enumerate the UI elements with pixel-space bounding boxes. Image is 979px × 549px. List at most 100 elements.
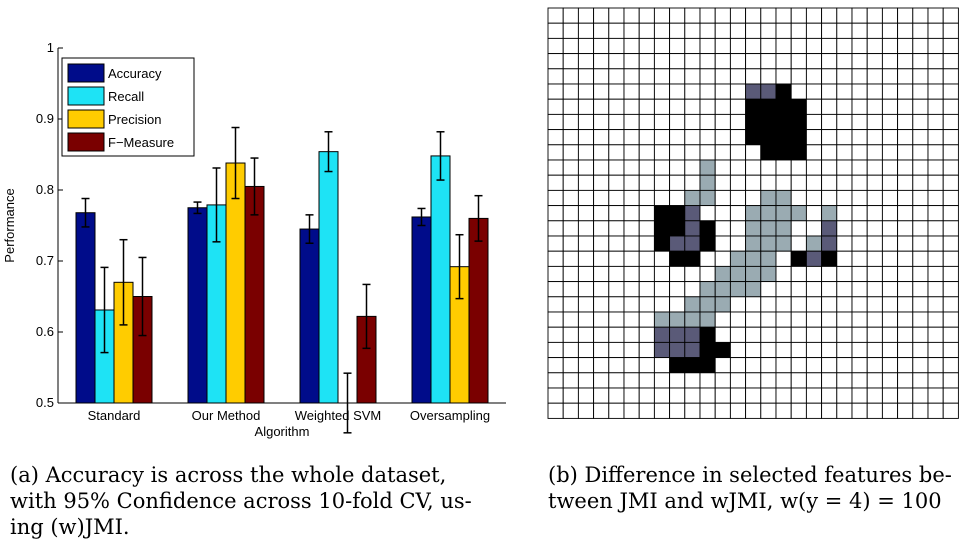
grid-cell (866, 387, 883, 404)
grid-cell (790, 326, 807, 343)
grid-cell (669, 129, 686, 146)
grid-cell (821, 113, 838, 131)
grid-cell (912, 326, 929, 343)
y-tick-label: 0.7 (36, 253, 54, 268)
grid-cell (669, 220, 686, 237)
grid-cell (562, 341, 579, 359)
grid-cell (942, 159, 959, 176)
grid-cell (942, 113, 959, 131)
grid-cell (881, 37, 899, 55)
grid-cell (821, 22, 838, 39)
grid-cell (669, 159, 686, 176)
grid-cell (836, 144, 853, 161)
grid-cell (942, 205, 959, 222)
grid-cell (593, 326, 610, 343)
grid-cell (729, 113, 747, 131)
grid-cell (577, 37, 595, 55)
grid-cell (760, 235, 777, 252)
grid-cell (547, 159, 564, 176)
grid-cell (927, 326, 944, 343)
grid-cell (912, 189, 929, 207)
grid-cell (593, 22, 610, 39)
grid-cell (608, 37, 625, 55)
grid-cell (881, 22, 899, 39)
grid-cell (669, 37, 686, 55)
grid-cell (729, 341, 747, 359)
legend-swatch (67, 132, 105, 152)
grid-cell (897, 387, 914, 404)
grid-cell (729, 7, 747, 24)
grid-cell (714, 68, 731, 85)
grid-cell (714, 22, 731, 39)
grid-cell (562, 98, 579, 115)
grid-cell (684, 357, 701, 374)
grid-cell (699, 68, 716, 85)
grid-cell (623, 189, 640, 207)
grid-cell (775, 265, 792, 283)
grid-cell (790, 311, 807, 328)
grid-cell (745, 159, 762, 176)
grid-cell (805, 144, 823, 161)
grid-cell (790, 98, 807, 115)
grid-cell (760, 159, 777, 176)
grid-cell (927, 22, 944, 39)
grid-cell (623, 159, 640, 176)
grid-cell (729, 326, 747, 343)
grid-cell (669, 83, 686, 100)
grid-cell (562, 53, 579, 70)
grid-cell (699, 387, 716, 404)
grid-cell (805, 250, 823, 267)
grid-cell (836, 174, 853, 191)
grid-cell (775, 220, 792, 237)
grid-cell (745, 235, 762, 252)
grid-cell (577, 372, 595, 389)
grid-cell (608, 372, 625, 389)
grid-cell (851, 296, 868, 313)
grid-cell (608, 53, 625, 70)
grid-cell (593, 68, 610, 85)
grid-cell (729, 372, 747, 389)
grid-cell (714, 189, 731, 207)
grid-cell (699, 311, 716, 328)
grid-cell (805, 220, 823, 237)
grid-cell (821, 7, 838, 24)
grid-cell (547, 113, 564, 131)
grid-cell (623, 341, 640, 359)
grid-cell (577, 220, 595, 237)
grid-cell (593, 83, 610, 100)
grid-cell (608, 129, 625, 146)
grid-cell (760, 144, 777, 161)
grid-cell (729, 387, 747, 404)
grid-cell (805, 281, 823, 298)
grid-cell (638, 113, 655, 131)
grid-cell (790, 250, 807, 267)
grid-cell (851, 311, 868, 328)
grid-cell (927, 402, 944, 419)
grid-cell (805, 296, 823, 313)
grid-cell (805, 98, 823, 115)
grid-cell (912, 296, 929, 313)
grid-cell (790, 265, 807, 283)
grid-cell (638, 281, 655, 298)
grid-cell (669, 174, 686, 191)
caption-a-line: (a) Accuracy is across the whole dataset… (10, 463, 447, 487)
grid-cell (927, 144, 944, 161)
grid-cell (562, 7, 579, 24)
grid-cell (593, 129, 610, 146)
grid-cell (942, 98, 959, 115)
y-tick-label: 0.6 (36, 324, 54, 339)
grid-cell (760, 189, 777, 207)
grid-cell (653, 205, 671, 222)
grid-cell (653, 265, 671, 283)
grid-cell (593, 311, 610, 328)
grid-cell (821, 357, 838, 374)
grid-cell (608, 7, 625, 24)
grid-cell (547, 372, 564, 389)
grid-cell (927, 296, 944, 313)
y-axis-label: Performance (2, 188, 17, 262)
grid-cell (745, 189, 762, 207)
grid-cell (790, 83, 807, 100)
legend-swatch (67, 86, 105, 106)
grid-cell (912, 311, 929, 328)
grid-cell (821, 98, 838, 115)
